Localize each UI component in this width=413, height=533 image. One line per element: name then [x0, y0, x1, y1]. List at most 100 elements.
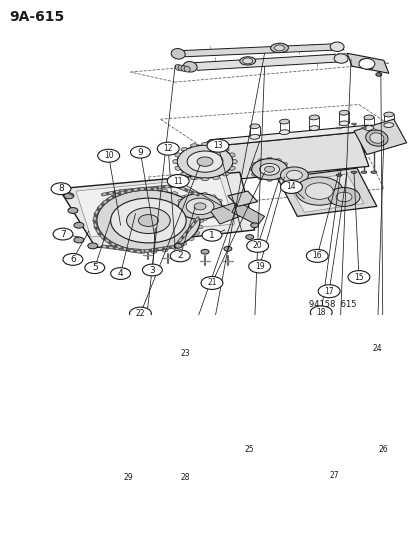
Circle shape — [74, 237, 83, 243]
Polygon shape — [287, 174, 363, 212]
Ellipse shape — [178, 211, 180, 213]
Circle shape — [251, 159, 287, 180]
Circle shape — [359, 59, 367, 64]
Ellipse shape — [239, 56, 255, 65]
Ellipse shape — [192, 219, 197, 221]
Text: 25: 25 — [244, 445, 254, 454]
Ellipse shape — [94, 212, 98, 216]
Circle shape — [347, 271, 369, 284]
Circle shape — [53, 228, 73, 240]
Ellipse shape — [270, 43, 288, 53]
Polygon shape — [199, 132, 368, 182]
Text: 12: 12 — [163, 144, 173, 153]
Circle shape — [295, 177, 342, 205]
Ellipse shape — [172, 159, 177, 164]
Ellipse shape — [151, 251, 157, 253]
Circle shape — [129, 307, 151, 320]
Text: 28: 28 — [180, 473, 190, 482]
Ellipse shape — [251, 174, 254, 176]
Circle shape — [372, 442, 394, 456]
Polygon shape — [346, 53, 388, 73]
Ellipse shape — [171, 49, 185, 59]
Ellipse shape — [249, 134, 259, 139]
Text: 13: 13 — [213, 141, 222, 150]
Ellipse shape — [213, 144, 219, 147]
Ellipse shape — [190, 176, 197, 180]
Ellipse shape — [283, 163, 287, 165]
Text: 17: 17 — [323, 287, 333, 296]
Text: 6: 6 — [70, 255, 76, 264]
Circle shape — [117, 471, 139, 484]
Ellipse shape — [175, 205, 178, 207]
Circle shape — [88, 243, 97, 249]
Ellipse shape — [283, 174, 287, 176]
Ellipse shape — [361, 127, 366, 129]
Text: 14: 14 — [286, 182, 296, 191]
Text: 29: 29 — [123, 473, 133, 482]
Polygon shape — [175, 44, 343, 56]
Circle shape — [305, 183, 332, 199]
Ellipse shape — [329, 42, 343, 52]
Ellipse shape — [276, 178, 280, 180]
Ellipse shape — [128, 189, 134, 191]
Ellipse shape — [223, 147, 228, 151]
Ellipse shape — [309, 126, 318, 131]
Ellipse shape — [184, 66, 190, 72]
Ellipse shape — [140, 251, 145, 253]
Ellipse shape — [195, 206, 199, 209]
Ellipse shape — [274, 45, 284, 51]
Ellipse shape — [178, 199, 180, 201]
Ellipse shape — [338, 110, 348, 115]
Ellipse shape — [383, 112, 393, 117]
Circle shape — [51, 183, 71, 195]
Ellipse shape — [97, 232, 101, 235]
Ellipse shape — [172, 247, 178, 249]
Text: 15: 15 — [353, 272, 363, 281]
Text: 4: 4 — [117, 269, 123, 278]
Ellipse shape — [180, 66, 187, 71]
Ellipse shape — [174, 153, 180, 157]
Circle shape — [178, 193, 221, 220]
Text: 20: 20 — [252, 241, 262, 251]
Ellipse shape — [369, 133, 383, 143]
Ellipse shape — [119, 247, 124, 249]
Ellipse shape — [242, 58, 252, 64]
Ellipse shape — [309, 115, 318, 120]
Ellipse shape — [181, 243, 186, 246]
Text: 2: 2 — [177, 252, 183, 260]
Polygon shape — [199, 125, 368, 148]
Circle shape — [142, 264, 162, 276]
Circle shape — [97, 149, 119, 162]
Ellipse shape — [180, 172, 187, 176]
Ellipse shape — [110, 196, 115, 198]
Text: 23: 23 — [180, 349, 190, 358]
Ellipse shape — [102, 200, 107, 204]
Ellipse shape — [110, 243, 115, 246]
Circle shape — [85, 262, 104, 273]
Circle shape — [63, 254, 83, 265]
Text: 11: 11 — [173, 176, 183, 185]
Circle shape — [157, 142, 179, 155]
Ellipse shape — [249, 124, 259, 128]
Circle shape — [365, 343, 387, 356]
Text: 7: 7 — [60, 230, 66, 239]
Circle shape — [364, 65, 372, 70]
Ellipse shape — [363, 115, 373, 120]
Ellipse shape — [279, 119, 289, 124]
Ellipse shape — [276, 158, 280, 160]
Polygon shape — [227, 191, 257, 206]
Ellipse shape — [251, 163, 254, 165]
Circle shape — [64, 193, 74, 199]
Circle shape — [318, 285, 339, 298]
Ellipse shape — [140, 188, 145, 190]
Ellipse shape — [161, 189, 167, 191]
Ellipse shape — [218, 211, 222, 213]
Circle shape — [167, 175, 189, 188]
Text: 26: 26 — [378, 445, 388, 454]
Ellipse shape — [266, 157, 271, 159]
Ellipse shape — [161, 249, 167, 252]
Ellipse shape — [370, 129, 375, 131]
Polygon shape — [209, 201, 247, 224]
Ellipse shape — [229, 166, 235, 171]
Circle shape — [197, 157, 212, 166]
